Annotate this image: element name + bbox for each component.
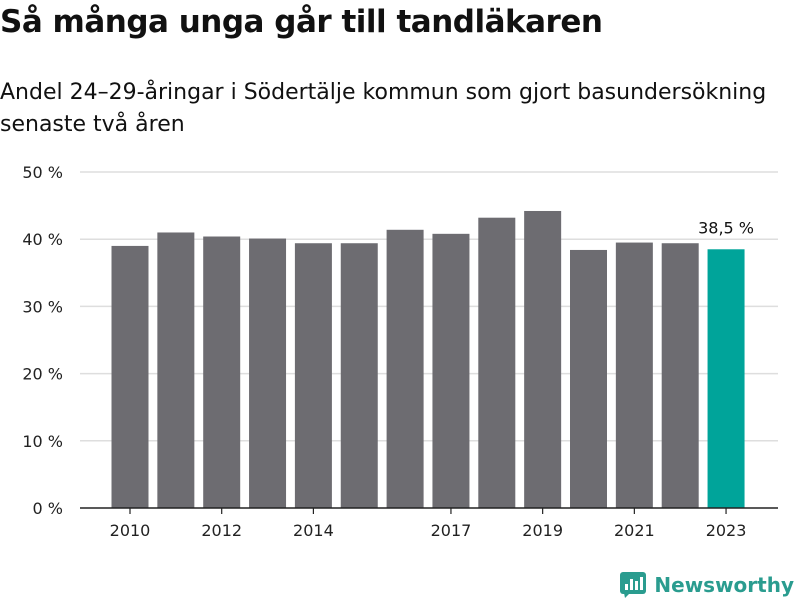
bar-chart-logo-icon: [620, 572, 647, 598]
bar-2017: [432, 233, 470, 508]
bar-2010: [111, 245, 149, 509]
x-tick-label: 2012: [201, 521, 242, 540]
bar-chart: 0 % 10 % 20 % 30 % 40 % 50 % 2010 2012 2014 2017…: [22, 163, 778, 540]
x-tick-label: 2017: [431, 521, 472, 540]
bar-2018: [478, 217, 516, 509]
bar-2011: [157, 232, 195, 509]
x-tick-label: 2019: [522, 521, 563, 540]
chart-title: Så många unga går till tandläkaren: [0, 4, 603, 40]
bar-2016: [386, 229, 424, 509]
bar-2022: [661, 243, 699, 508]
bar-2021: [615, 242, 653, 508]
y-tick-label: 0 %: [33, 499, 63, 518]
bar-2020: [570, 249, 607, 508]
bars: [111, 210, 745, 509]
y-tick-label: 40 %: [22, 230, 63, 249]
x-tick-label: 2023: [706, 521, 747, 540]
bar-2014: [294, 243, 332, 508]
chart-subtitle: Andel 24–29-åringar i Södertälje kommun …: [0, 80, 767, 137]
gridlines: [80, 171, 778, 442]
bar-2015: [340, 243, 378, 508]
bar-2019: [524, 210, 562, 508]
bar-2012: [203, 236, 241, 508]
bar-2013: [249, 238, 287, 508]
y-tick-label: 50 %: [22, 163, 63, 182]
x-tick-label: 2014: [293, 521, 334, 540]
x-axis-ticks: 2010 2012 2014 2017 2019 2021 2023: [110, 508, 747, 540]
y-tick-label: 30 %: [22, 297, 63, 316]
y-axis-ticks: 0 % 10 % 20 % 30 % 40 % 50 %: [22, 163, 63, 518]
data-labels: 38,5 %: [698, 218, 754, 237]
data-label-2023: 38,5 %: [698, 218, 754, 237]
y-tick-label: 10 %: [22, 432, 63, 451]
bar-2023: [707, 249, 745, 508]
brand-logo: Newsworthy: [620, 570, 794, 600]
brand-name: Newsworthy: [654, 573, 794, 597]
y-tick-label: 20 %: [22, 365, 63, 384]
x-tick-label: 2021: [614, 521, 655, 540]
x-tick-label: 2010: [110, 521, 151, 540]
